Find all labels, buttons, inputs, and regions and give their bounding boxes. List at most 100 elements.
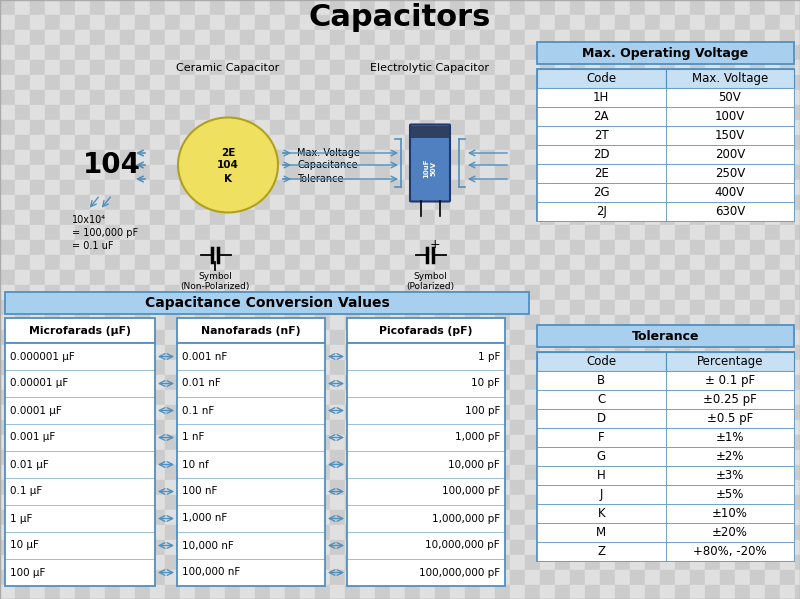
- Bar: [750, 90, 765, 105]
- Bar: [555, 435, 570, 450]
- Bar: [330, 315, 345, 330]
- Bar: [150, 60, 165, 75]
- Bar: [210, 345, 225, 360]
- Bar: [390, 210, 405, 225]
- Bar: [300, 0, 315, 15]
- Bar: [795, 90, 800, 105]
- Bar: [720, 90, 735, 105]
- Text: Tolerance: Tolerance: [297, 174, 343, 184]
- Bar: [345, 570, 360, 585]
- Bar: [300, 150, 315, 165]
- Bar: [720, 0, 735, 15]
- Bar: [675, 135, 690, 150]
- Bar: [390, 300, 405, 315]
- Bar: [780, 540, 795, 555]
- Bar: [495, 525, 510, 540]
- Bar: [735, 450, 750, 465]
- Text: 400V: 400V: [714, 186, 745, 199]
- Bar: [420, 240, 435, 255]
- Bar: [210, 285, 225, 300]
- Bar: [450, 90, 465, 105]
- Bar: [495, 330, 510, 345]
- Bar: [645, 525, 660, 540]
- Bar: [510, 540, 525, 555]
- Bar: [120, 420, 135, 435]
- Bar: [495, 75, 510, 90]
- Bar: [60, 405, 75, 420]
- Bar: [195, 375, 210, 390]
- Bar: [735, 315, 750, 330]
- Bar: [615, 15, 630, 30]
- Bar: [165, 90, 180, 105]
- Bar: [420, 45, 435, 60]
- Bar: [210, 225, 225, 240]
- Bar: [135, 420, 150, 435]
- Bar: [60, 420, 75, 435]
- Bar: [690, 570, 705, 585]
- Bar: [360, 30, 375, 45]
- Bar: [30, 510, 45, 525]
- Bar: [525, 165, 540, 180]
- Bar: [690, 255, 705, 270]
- Bar: [750, 540, 765, 555]
- Bar: [630, 405, 645, 420]
- Bar: [360, 300, 375, 315]
- Bar: [585, 375, 600, 390]
- Bar: [660, 195, 675, 210]
- Bar: [210, 255, 225, 270]
- Bar: [420, 0, 435, 15]
- Bar: [330, 210, 345, 225]
- Bar: [375, 255, 390, 270]
- Text: 104: 104: [217, 160, 239, 170]
- Bar: [0, 285, 15, 300]
- Bar: [135, 240, 150, 255]
- Bar: [105, 330, 120, 345]
- Bar: [30, 420, 45, 435]
- Bar: [510, 420, 525, 435]
- Bar: [15, 390, 30, 405]
- Bar: [420, 300, 435, 315]
- Bar: [645, 165, 660, 180]
- Bar: [240, 450, 255, 465]
- Bar: [255, 120, 270, 135]
- Bar: [615, 135, 630, 150]
- Bar: [225, 15, 240, 30]
- Bar: [750, 285, 765, 300]
- Bar: [195, 180, 210, 195]
- Bar: [300, 105, 315, 120]
- Bar: [690, 375, 705, 390]
- Bar: [450, 150, 465, 165]
- Bar: [240, 15, 255, 30]
- Bar: [375, 30, 390, 45]
- Bar: [780, 150, 795, 165]
- Bar: [435, 225, 450, 240]
- Bar: [615, 510, 630, 525]
- Bar: [195, 195, 210, 210]
- Bar: [435, 150, 450, 165]
- Bar: [195, 300, 210, 315]
- Bar: [525, 90, 540, 105]
- Bar: [735, 510, 750, 525]
- Text: 2J: 2J: [596, 205, 606, 218]
- Bar: [705, 585, 720, 599]
- Bar: [555, 405, 570, 420]
- Bar: [375, 570, 390, 585]
- Bar: [510, 570, 525, 585]
- Bar: [435, 120, 450, 135]
- Bar: [180, 180, 195, 195]
- Bar: [270, 450, 285, 465]
- Bar: [270, 45, 285, 60]
- Bar: [330, 255, 345, 270]
- Bar: [630, 465, 645, 480]
- Bar: [615, 120, 630, 135]
- Bar: [615, 30, 630, 45]
- Bar: [465, 420, 480, 435]
- Bar: [105, 375, 120, 390]
- Bar: [90, 345, 105, 360]
- Bar: [90, 165, 105, 180]
- Bar: [570, 420, 585, 435]
- Bar: [690, 345, 705, 360]
- Bar: [60, 60, 75, 75]
- Bar: [495, 540, 510, 555]
- Bar: [315, 90, 330, 105]
